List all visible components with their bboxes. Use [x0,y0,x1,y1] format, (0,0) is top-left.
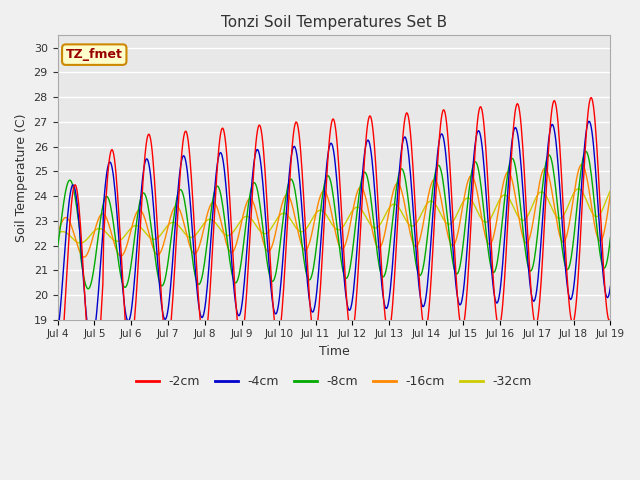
Y-axis label: Soil Temperature (C): Soil Temperature (C) [15,113,28,242]
Title: Tonzi Soil Temperatures Set B: Tonzi Soil Temperatures Set B [221,15,447,30]
X-axis label: Time: Time [319,345,349,358]
Legend: -2cm, -4cm, -8cm, -16cm, -32cm: -2cm, -4cm, -8cm, -16cm, -32cm [131,370,537,393]
Text: TZ_fmet: TZ_fmet [66,48,123,61]
